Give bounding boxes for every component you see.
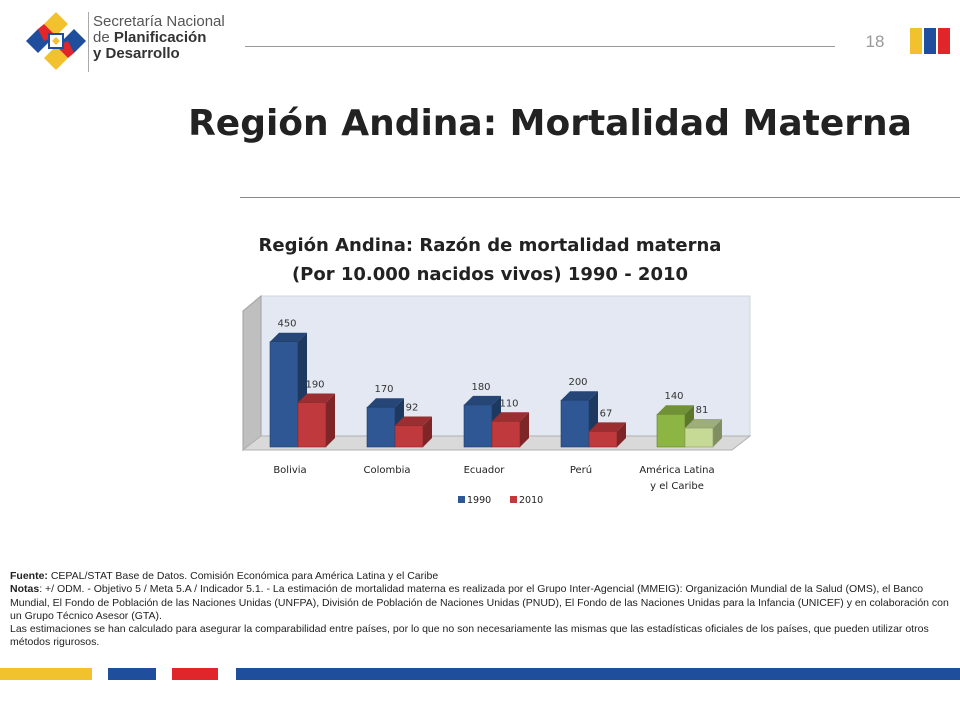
bar-top <box>561 391 598 401</box>
bar-top <box>367 398 404 408</box>
header-rule <box>245 46 835 47</box>
data-label: 180 <box>471 382 490 393</box>
data-label: 200 <box>568 377 587 388</box>
bar-top <box>298 393 335 403</box>
chart-title-line1: Región Andina: Razón de mortalidad mater… <box>258 235 722 256</box>
chart-legend: 1990 2010 <box>458 495 543 506</box>
bar-front <box>269 341 299 448</box>
bar-front <box>366 406 396 448</box>
chart-labels: 450 190 Bolivia 170 92 Colombia 180 110 Ecuador 2… <box>273 319 714 492</box>
chart-side-wall <box>242 294 262 452</box>
page-title: Región Andina: Mortalidad Materna <box>188 103 912 144</box>
bar-side <box>520 412 529 447</box>
notes: Fuente: CEPAL/STAT Base de Datos. Comisi… <box>10 570 950 650</box>
data-label: 450 <box>277 319 296 330</box>
data-label: 170 <box>374 384 393 395</box>
org-line2: de Planificación <box>93 30 225 46</box>
bar-front <box>491 420 521 448</box>
bar-front <box>463 404 493 448</box>
bar-top <box>657 405 694 415</box>
data-label: 67 <box>600 408 613 419</box>
notes-label: Notas <box>10 583 40 596</box>
source-text: CEPAL/STAT Base de Datos. Comisión Econó… <box>47 570 439 582</box>
bar-top <box>589 422 626 432</box>
bar-side <box>617 422 626 447</box>
bar-top <box>270 332 307 342</box>
category-label: Bolivia <box>273 465 306 476</box>
chart-title: Región Andina: Razón de mortalidad mater… <box>240 231 740 289</box>
bar-side <box>713 419 722 447</box>
category-label: Ecuador <box>464 465 506 476</box>
bar-top <box>492 412 529 422</box>
data-label: 110 <box>499 398 518 409</box>
logo-divider <box>88 12 89 72</box>
chart-bars <box>269 332 722 448</box>
bar-side <box>326 393 335 447</box>
data-label: 92 <box>406 402 419 413</box>
data-label: 81 <box>696 405 709 416</box>
logo <box>22 10 90 72</box>
estimates-paragraph: Las estimaciones se han calculado para a… <box>10 623 929 649</box>
category-label: y el Caribe <box>650 481 704 492</box>
category-label: Perú <box>570 464 592 476</box>
bar <box>297 393 335 448</box>
bar-top <box>685 419 722 429</box>
bar-front <box>684 427 714 448</box>
bar <box>588 422 626 448</box>
bar-front <box>297 402 327 448</box>
legend-label: 2010 <box>519 495 543 506</box>
flag-blue <box>924 28 936 54</box>
legend-swatch <box>458 496 465 503</box>
chart-title-line2: (Por 10.000 nacidos vivos) 1990 - 2010 <box>291 264 689 285</box>
legend-label: 1990 <box>467 495 491 506</box>
source-note: Fuente: CEPAL/STAT Base de Datos. Comisi… <box>10 570 950 583</box>
page-number: 18 <box>865 32 885 51</box>
logo-emblem-icon <box>26 12 86 70</box>
org-line2-prefix: de <box>93 29 114 46</box>
data-label: 140 <box>664 391 683 402</box>
category-label: América Latina <box>639 464 714 476</box>
footer-blue-long <box>236 668 960 680</box>
legend-swatch <box>510 496 517 503</box>
bar-front <box>656 413 686 448</box>
source-label: Fuente: <box>10 570 48 582</box>
bar <box>656 405 694 448</box>
org-line1: Secretaría Nacional <box>93 13 225 30</box>
bar-top <box>395 416 432 426</box>
bar-top <box>464 395 501 405</box>
flag-strip <box>910 28 958 54</box>
bar-front <box>394 425 424 448</box>
title-rule <box>240 197 960 198</box>
notes-text: : +/ ODM. - Objetivo 5 / Meta 5.A / Indi… <box>10 583 949 622</box>
org-line3: y Desarrollo <box>93 45 180 62</box>
org-name: Secretaría Nacional de Planificación y D… <box>93 14 225 62</box>
bar-front <box>588 431 618 448</box>
bar <box>684 419 722 448</box>
category-label: Colombia <box>364 465 411 476</box>
footer-bar <box>0 668 960 680</box>
footer-yellow <box>0 668 92 680</box>
notes-paragraph: Notas: +/ ODM. - Objetivo 5 / Meta 5.A /… <box>10 583 950 623</box>
bar <box>491 412 529 448</box>
bar-side <box>423 416 432 447</box>
footer-blue-short <box>108 668 156 680</box>
bar <box>394 416 432 448</box>
data-label: 190 <box>305 380 324 391</box>
flag-yellow <box>910 28 922 54</box>
org-line2-bold: Planificación <box>113 29 207 46</box>
bar-front <box>560 399 590 448</box>
flag-red <box>938 28 950 54</box>
footer-red <box>172 668 218 680</box>
